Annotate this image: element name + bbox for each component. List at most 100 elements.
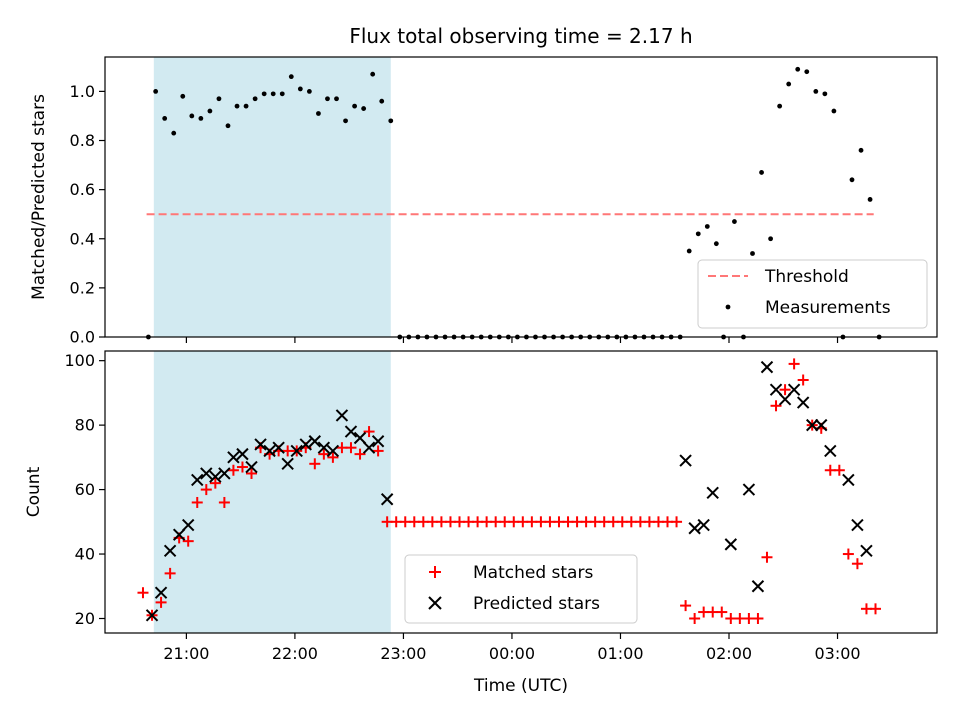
measurement-point <box>849 177 855 183</box>
matched-star-point <box>788 358 800 370</box>
matched-star-point <box>761 551 773 563</box>
matched-star-point <box>236 461 248 473</box>
predicted-star-point <box>145 609 159 622</box>
predicted-star-point <box>860 544 873 558</box>
predicted-star-point <box>787 383 801 396</box>
top-y-ticks: 0.0 0.2 0.4 0.6 0.8 1.0 <box>70 82 105 347</box>
measurement-point <box>831 108 837 114</box>
measurement-point <box>288 74 294 80</box>
measurement-point <box>198 116 204 121</box>
predicted-star-point <box>163 544 177 558</box>
top-x-ticks <box>185 337 839 343</box>
bottom-panel: 20 40 60 80 100 21:00 22:00 23:00 00:00 01:00 02:… <box>24 350 938 696</box>
matched-star-point <box>164 567 176 579</box>
measurement-point <box>858 147 864 153</box>
measurement-point <box>270 91 276 97</box>
matched-star-point <box>671 516 683 528</box>
bottom-axes-frame <box>104 350 938 634</box>
measurement-point <box>316 111 321 116</box>
measurement-point <box>189 113 195 119</box>
predicted-star-point <box>353 431 367 445</box>
measurement-point <box>252 96 258 102</box>
measurement-point <box>804 69 810 75</box>
predicted-star-point <box>751 580 765 593</box>
y-tick-label: 80 <box>75 416 95 435</box>
highlight-span-rect <box>153 351 391 633</box>
measurement-point <box>822 91 828 97</box>
predicted-star-point <box>679 454 692 467</box>
top-axes-frame <box>104 56 938 338</box>
measurement-point <box>171 130 177 136</box>
measurement-point <box>234 103 240 109</box>
predicted-star-point <box>209 470 222 483</box>
matched-star-point <box>870 603 882 615</box>
legend-threshold-label: Threshold <box>764 267 849 287</box>
measurement-point <box>297 86 303 92</box>
x-tick-label: 22:00 <box>272 644 318 663</box>
predicted-star-point <box>760 360 774 374</box>
measurement-point <box>180 93 186 99</box>
predicted-star-point <box>796 396 810 409</box>
measurement-point <box>325 96 330 102</box>
matched-star-point <box>137 587 149 599</box>
predicted-star-point <box>706 486 719 500</box>
y-tick-label: 40 <box>75 545 95 564</box>
predicted-star-point <box>154 586 168 599</box>
x-tick-label: 23:00 <box>380 644 426 663</box>
y-tick-label: 60 <box>75 480 95 499</box>
predicted-star-point <box>815 418 828 432</box>
measurement-point <box>343 118 348 124</box>
predicted-star-point <box>778 393 792 406</box>
predicted-star-point <box>380 493 394 506</box>
predicted-stars-series <box>145 360 873 622</box>
matched-star-point <box>779 384 791 396</box>
predicted-star-point <box>272 441 285 454</box>
top-legend-box <box>697 259 928 329</box>
matched-star-point <box>797 374 809 386</box>
y-tick-label: 0.6 <box>70 180 95 199</box>
measurement-point <box>279 91 285 97</box>
matched-star-point <box>354 448 366 460</box>
matched-star-point <box>345 442 357 454</box>
predicted-star-point <box>317 441 331 454</box>
predicted-star-point <box>805 418 819 432</box>
matched-star-point <box>182 535 194 547</box>
measurement-point <box>361 106 367 111</box>
bottom-highlight-span <box>153 351 391 633</box>
predicted-star-point <box>308 435 322 448</box>
predicted-star-point <box>254 438 267 451</box>
y-tick-label: 0.2 <box>70 278 95 297</box>
bottom-legend: Matched stars Predicted stars <box>404 554 638 624</box>
measurement-point <box>388 118 394 124</box>
top-y-axis-label: Matched/Predicted stars <box>29 94 49 300</box>
y-tick-label: 20 <box>75 609 95 628</box>
bottom-x-ticks: 21:00 22:00 23:00 00:00 01:00 02:00 03:00 <box>163 633 861 663</box>
measurement-point <box>813 88 819 94</box>
matched-star-point <box>851 558 863 570</box>
y-tick-label: 0.0 <box>70 328 95 347</box>
y-tick-label: 0.8 <box>70 131 95 150</box>
predicted-star-point <box>697 518 710 532</box>
measurement-point <box>261 91 267 97</box>
bottom-y-axis-label: Count <box>24 466 44 517</box>
predicted-star-point <box>851 518 864 532</box>
matched-star-point <box>309 458 321 470</box>
predicted-star-point <box>371 435 385 448</box>
legend-measurements-swatch <box>725 304 731 310</box>
predicted-star-point <box>742 483 756 496</box>
measurement-point <box>704 224 710 229</box>
top-highlight-span <box>153 57 391 337</box>
measurement-point <box>352 103 357 109</box>
measurement-point <box>695 231 701 237</box>
measurement-point <box>243 103 249 109</box>
predicted-star-point <box>842 473 855 487</box>
matched-star-point <box>833 464 845 476</box>
matched-star-point <box>200 484 212 496</box>
legend-predicted-swatch <box>428 596 442 610</box>
predicted-star-point <box>688 522 701 535</box>
measurement-point <box>795 66 801 72</box>
y-tick-label: 100 <box>64 351 95 370</box>
measurement-point <box>379 98 385 104</box>
x-tick-label: 02:00 <box>706 644 752 663</box>
